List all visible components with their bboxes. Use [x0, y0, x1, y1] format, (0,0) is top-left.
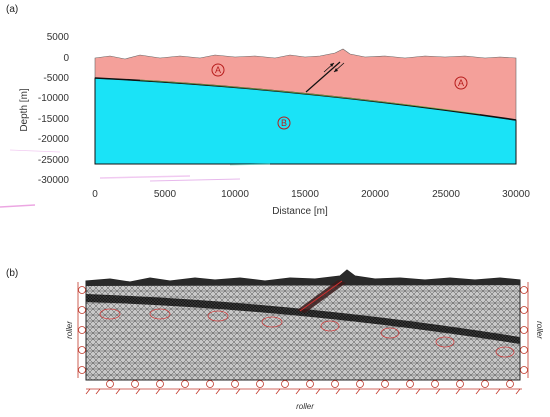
marker-a-left-text: A [215, 65, 221, 75]
x-tick-label: 20000 [361, 189, 389, 200]
interface-highlight [139, 79, 481, 115]
left-roller-label: roller [65, 321, 74, 339]
marker-b: B [277, 116, 291, 130]
y-tick-label: 0 [63, 53, 69, 64]
y-tick-label: -10000 [38, 93, 70, 104]
bottom-roller-label: roller [296, 402, 314, 411]
fault-line [305, 61, 341, 93]
y-tick-label: -25000 [38, 155, 70, 166]
marker-a-left: A [211, 63, 225, 77]
marker-a-right: A [454, 76, 468, 90]
marker-b-text: B [281, 118, 287, 128]
x-tick-label: 15000 [291, 189, 319, 200]
mesh-topography-band [86, 270, 520, 286]
y-tick-label: -30000 [38, 175, 70, 186]
y-axis-title: Depth [m] [19, 88, 30, 132]
x-tick-label: 5000 [154, 189, 177, 200]
x-tick-label: 30000 [502, 189, 530, 200]
slip-arrows-icon [323, 62, 345, 73]
x-axis-title: Distance [m] [272, 206, 328, 217]
right-roller-supports [520, 282, 529, 378]
left-roller-supports [77, 282, 86, 378]
y-tick-label: -20000 [38, 134, 70, 145]
mesh-body [85, 269, 521, 381]
y-tick-labels: 5000 0 -5000 -10000 -15000 -20000 -25000… [38, 32, 70, 186]
marker-a-right-text: A [458, 78, 464, 88]
panel-a-label: (a) [6, 4, 19, 15]
y-tick-label: -5000 [43, 73, 69, 84]
right-roller-label: roller [535, 321, 544, 339]
mesh-fault-line [299, 280, 343, 312]
x-tick-label: 10000 [221, 189, 249, 200]
render-artifacts [0, 149, 271, 208]
bottom-roller-supports [85, 380, 522, 395]
x-tick-label: 25000 [432, 189, 460, 200]
y-tick-label: 5000 [47, 32, 70, 43]
panel-a-chart: 5000 0 -5000 -10000 -15000 -20000 -25000… [0, 32, 530, 217]
x-tick-labels: 0 5000 10000 15000 20000 25000 30000 [92, 189, 530, 200]
x-tick-label: 0 [92, 189, 98, 200]
panel-b-label: (b) [6, 268, 19, 279]
refinement-zones [99, 308, 515, 358]
mesh-interface-band [86, 294, 520, 344]
y-tick-label: -15000 [38, 114, 70, 125]
panel-b-mesh-diagram: roller roller roller [65, 269, 544, 411]
